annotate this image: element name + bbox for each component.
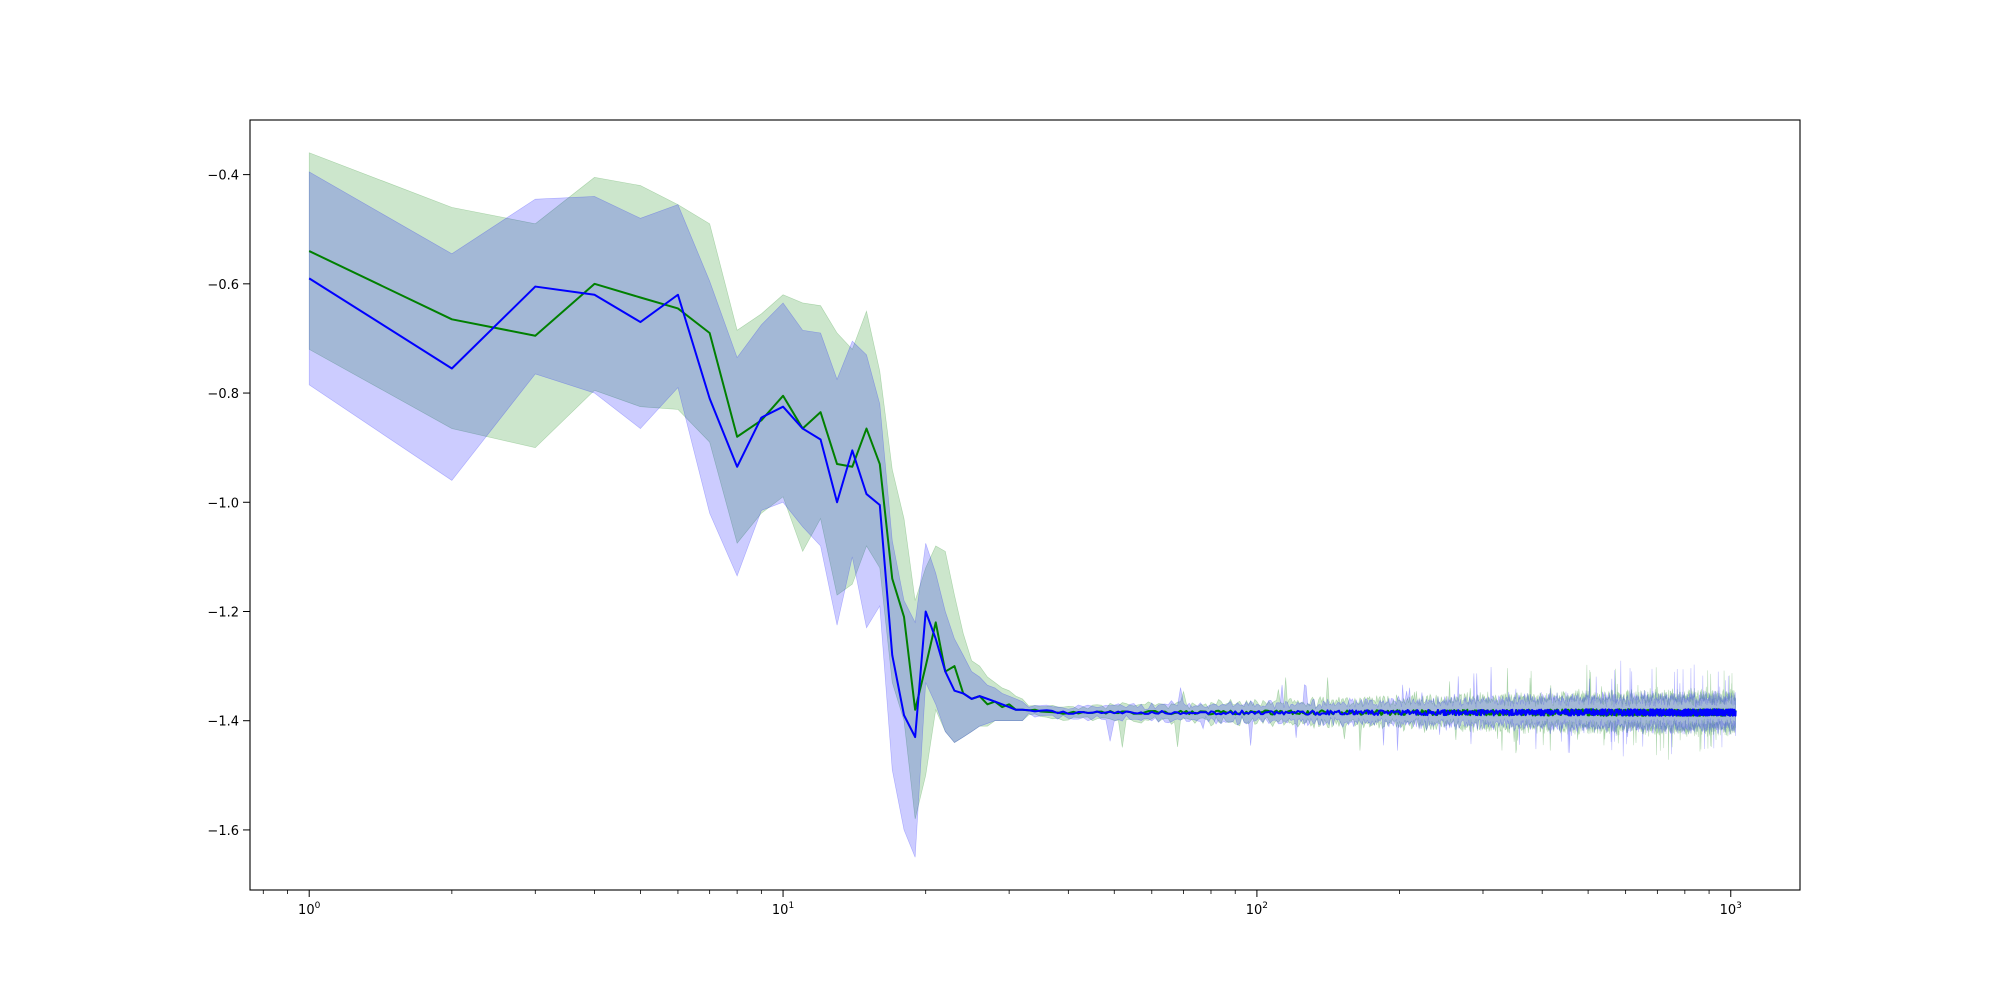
y-tick-label: −1.4 bbox=[207, 715, 239, 730]
y-tick-label: −0.4 bbox=[207, 169, 239, 184]
y-tick-label: −1.6 bbox=[207, 824, 239, 839]
series-band-2 bbox=[308, 171, 1736, 858]
x-tick-label: 101 bbox=[772, 901, 794, 918]
x-tick-label: 102 bbox=[1246, 901, 1268, 918]
y-tick-label: −0.6 bbox=[207, 278, 239, 293]
x-tick-label: 100 bbox=[298, 901, 321, 918]
x-tick-label: 103 bbox=[1720, 901, 1742, 918]
series-band-1 bbox=[308, 152, 1736, 820]
y-axis: −0.4 −0.6 −0.8 −1.0 −1.2 −1.4 −1.6 bbox=[207, 169, 250, 839]
series-line-2 bbox=[308, 277, 1737, 739]
plot-frame bbox=[249, 119, 1801, 891]
y-tick-label: −1.0 bbox=[207, 496, 239, 511]
x-axis: 100 101 102 103 bbox=[262, 890, 1742, 918]
y-tick-label: −0.8 bbox=[207, 387, 239, 402]
y-tick-label: −1.2 bbox=[207, 605, 239, 620]
series-layer bbox=[308, 152, 1737, 858]
